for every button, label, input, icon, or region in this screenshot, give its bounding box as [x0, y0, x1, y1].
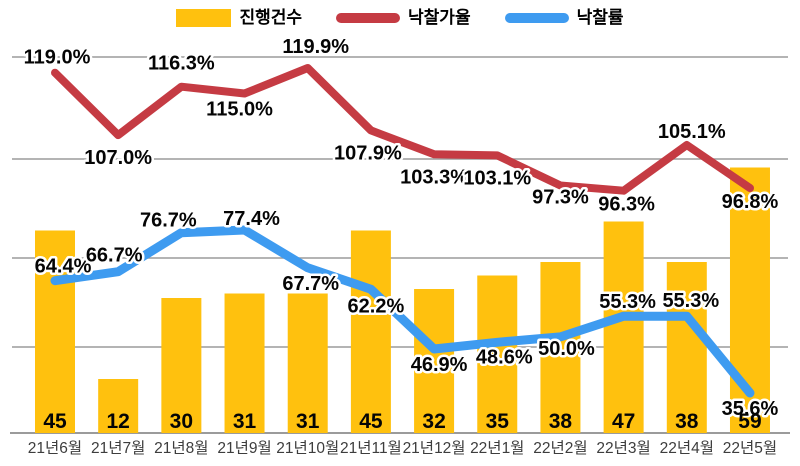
line-낙찰가율: [51, 64, 754, 195]
bar-21년6월: [35, 230, 75, 433]
sale-rate-label: 35.6%: [722, 398, 779, 420]
sale-rate-label: 55.3%: [599, 291, 656, 313]
bar-value-label: 35: [486, 410, 510, 433]
bar-value-label: 32: [422, 410, 445, 433]
legend-red-line-swatch: [336, 13, 401, 23]
x-axis-label: 22년1월: [470, 439, 524, 457]
bar-value-label: 12: [107, 410, 130, 433]
legend-label-bid-price-ratio: 낙찰가율: [408, 8, 471, 27]
sale-rate-label: 67.7%: [282, 273, 339, 295]
sale-rate-label: 77.4%: [223, 208, 280, 230]
x-axis-label: 21년6월: [28, 439, 82, 457]
bar-value-label: 38: [675, 410, 699, 433]
bar-22년4월: [666, 262, 707, 433]
bar-value-label: 31: [296, 410, 320, 433]
x-axis-label: 22년5월: [723, 439, 777, 457]
x-axis-label: 21년10월: [276, 439, 339, 457]
x-axis-label: 22년3월: [596, 439, 650, 457]
chart-legend: 진행건수 낙찰가율 낙찰률: [0, 6, 800, 30]
bid-price-ratio-label: 97.3%: [532, 187, 589, 209]
bid-price-ratio-label: 105.1%: [658, 121, 726, 143]
line-낙찰률: [50, 225, 755, 398]
bar-value-label: 47: [612, 410, 635, 433]
bid-price-ratio-label: 96.3%: [598, 194, 655, 216]
sale-rate-label: 64.4%: [35, 256, 92, 278]
x-axis-label: 21년7월: [91, 439, 145, 457]
x-axis-label: 22년2월: [533, 439, 587, 457]
bid-price-ratio-label: 119.9%: [282, 36, 349, 58]
bid-price-ratio-label: 115.0%: [206, 98, 273, 120]
bid-price-ratio-label: 103.3%: [400, 166, 468, 188]
bid-price-ratio-label: 119.0%: [24, 47, 91, 69]
sale-rate-label: 55.3%: [662, 290, 719, 312]
legend-label-case-count: 진행건수: [239, 8, 303, 27]
bid-price-ratio-label: 96.8%: [722, 191, 779, 213]
bar-22년3월: [603, 221, 644, 433]
bar-value-label: 45: [43, 410, 67, 433]
bar-21년10월: [287, 293, 328, 433]
bar-value-label: 31: [233, 410, 257, 433]
bid-price-ratio-label: 107.0%: [84, 147, 152, 169]
x-axis-label: 21년8월: [154, 439, 208, 457]
bar-22년1월: [477, 275, 518, 433]
bar-value-label: 45: [359, 410, 383, 433]
sale-rate-label: 46.9%: [411, 354, 468, 376]
bar-21년9월: [224, 293, 265, 433]
bar-21년8월: [161, 298, 202, 433]
bid-price-ratio-label: 103.1%: [463, 167, 531, 189]
x-axis-label: 21년12월: [403, 439, 466, 457]
sale-rate-label: 76.7%: [140, 210, 197, 232]
bid-price-ratio-label: 116.3%: [148, 53, 215, 75]
legend-blue-line-swatch: [504, 13, 569, 23]
bar-21년7월: [98, 379, 139, 433]
bid-price-ratio-label: 107.9%: [334, 142, 402, 164]
x-axis-label: 21년9월: [217, 439, 271, 457]
bar-value-label: 30: [170, 410, 193, 433]
sale-rate-label: 66.7%: [86, 245, 143, 267]
legend-bar-swatch: [176, 9, 232, 27]
x-axis-label: 21년11월: [340, 439, 402, 457]
bar-21년11월: [350, 230, 391, 433]
bar-value-label: 38: [549, 410, 573, 433]
sale-rate-label: 62.2%: [348, 295, 405, 317]
legend-label-sale-rate: 낙찰률: [576, 8, 624, 27]
bar-21년12월: [414, 289, 455, 433]
bar-value-label: 59: [738, 410, 761, 433]
bar-22년2월: [540, 262, 581, 433]
x-axis-label: 22년4월: [660, 439, 714, 457]
sale-rate-label: 48.6%: [476, 346, 533, 368]
sale-rate-label: 50.0%: [538, 338, 595, 360]
